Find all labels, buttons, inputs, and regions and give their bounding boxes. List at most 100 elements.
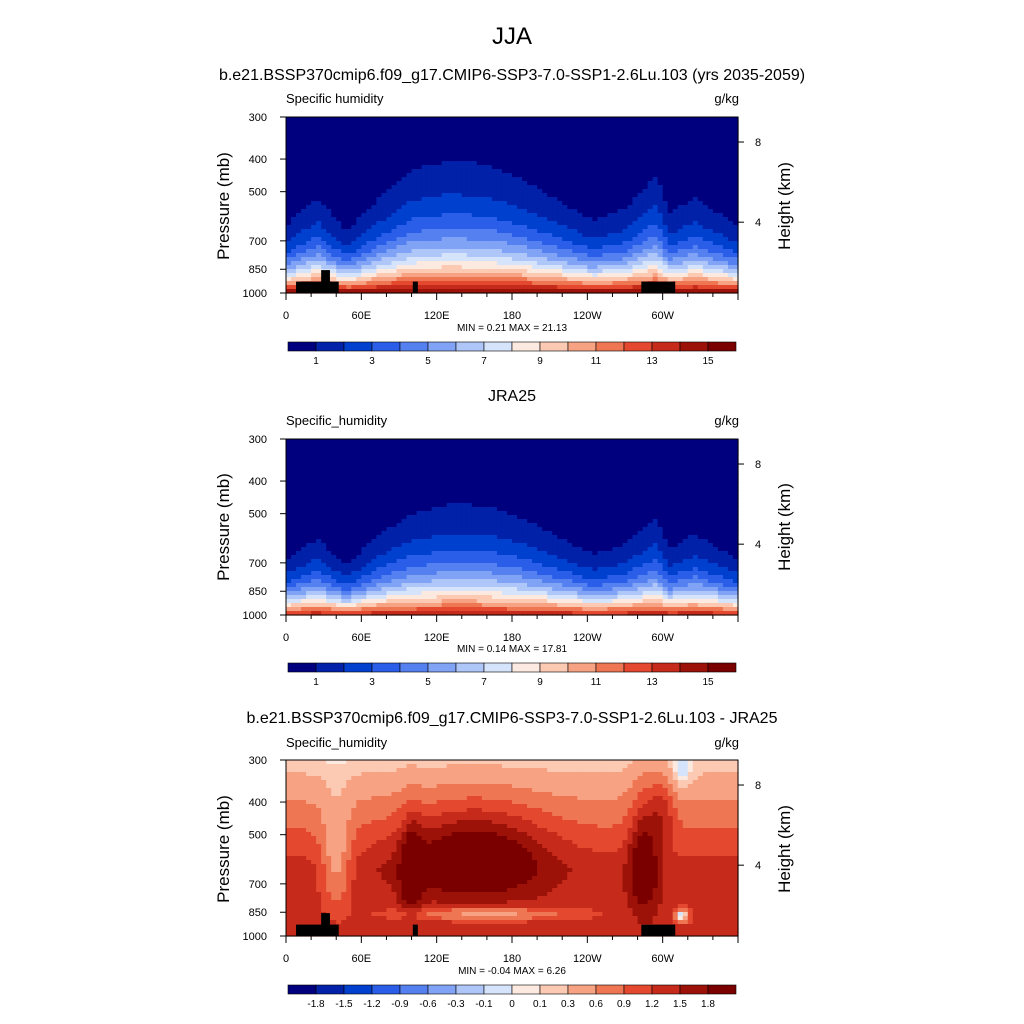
heat-cell xyxy=(662,269,669,274)
heat-cell xyxy=(572,261,578,266)
heat-cell xyxy=(371,467,377,472)
heat-cell xyxy=(306,153,312,158)
panel-1: JRA25 Specific_humidity g/kg 30040050070… xyxy=(214,388,794,688)
heat-cell xyxy=(496,221,503,226)
heat-cell xyxy=(476,157,483,162)
heat-cell xyxy=(391,137,398,142)
heat-cell xyxy=(582,443,588,448)
heat-cell xyxy=(707,471,714,476)
heat-cell xyxy=(456,261,463,266)
heat-cell xyxy=(552,121,558,126)
heat-cell xyxy=(527,181,533,186)
heat-cell xyxy=(371,153,377,158)
heat-cell xyxy=(717,475,724,480)
heat-cell xyxy=(527,209,533,214)
heat-cell xyxy=(707,237,714,242)
heat-cell xyxy=(421,145,428,150)
heat-cell xyxy=(697,241,704,246)
heat-cell xyxy=(557,173,563,178)
heat-cell xyxy=(637,185,644,190)
heat-cell xyxy=(512,455,518,460)
heat-cell xyxy=(366,253,372,258)
heat-cell xyxy=(491,479,498,484)
heat-cell xyxy=(426,117,433,122)
heat-cell xyxy=(301,181,307,186)
heat-cell xyxy=(331,439,337,444)
heat-cell xyxy=(311,157,317,162)
heat-cell xyxy=(401,277,408,282)
heat-cell xyxy=(376,285,383,290)
heat-cell xyxy=(602,273,609,278)
heat-cell xyxy=(697,213,704,218)
heat-cell xyxy=(406,141,413,146)
heat-cell xyxy=(336,447,342,452)
heat-cell xyxy=(512,133,518,138)
heat-cell xyxy=(587,261,593,266)
heat-cell xyxy=(512,193,518,198)
heat-cell xyxy=(602,229,609,234)
heat-cell xyxy=(667,467,674,472)
heat-cell xyxy=(291,221,297,226)
heat-cell xyxy=(587,161,593,166)
heat-cell xyxy=(727,443,734,448)
heat-cell xyxy=(722,205,729,210)
heat-cell xyxy=(707,209,714,214)
heat-cell xyxy=(371,455,377,460)
heat-cell xyxy=(306,451,312,456)
heat-cell xyxy=(431,133,438,138)
heat-cell xyxy=(361,161,367,166)
heat-cell xyxy=(496,201,503,206)
heat-cell xyxy=(567,169,573,174)
heat-cell xyxy=(617,249,624,254)
heat-cell xyxy=(451,209,458,214)
heat-cell xyxy=(371,149,377,154)
heat-cell xyxy=(537,169,543,174)
heat-cell xyxy=(527,443,533,448)
heat-cell xyxy=(391,153,398,158)
heat-cell xyxy=(542,217,548,222)
heat-cell xyxy=(331,157,337,162)
heat-cell xyxy=(461,285,468,290)
heat-cell xyxy=(522,177,528,182)
heat-cell xyxy=(361,269,367,274)
heat-cell xyxy=(426,285,433,290)
heat-cell xyxy=(501,249,508,254)
heat-cell xyxy=(702,145,709,150)
heat-cell xyxy=(316,173,322,178)
heat-cell xyxy=(316,121,322,126)
heat-cell xyxy=(707,253,714,258)
heat-cell xyxy=(451,125,458,130)
heat-cell xyxy=(446,475,453,480)
heat-cell xyxy=(512,225,518,230)
heat-cell xyxy=(687,157,694,162)
heat-cell xyxy=(547,471,553,476)
heat-cell xyxy=(411,221,418,226)
heat-cell xyxy=(296,277,302,282)
heat-cell xyxy=(331,193,337,198)
heat-cell xyxy=(481,265,488,270)
heat-cell xyxy=(431,193,438,198)
heat-cell xyxy=(451,273,458,278)
heat-cell xyxy=(687,281,694,286)
heat-cell xyxy=(552,125,558,130)
heat-cell xyxy=(617,447,624,452)
heat-cell xyxy=(647,161,654,166)
heat-cell xyxy=(602,269,609,274)
heat-cell xyxy=(461,245,468,250)
heat-cell xyxy=(727,189,734,194)
heat-cell xyxy=(466,289,473,294)
heat-cell xyxy=(366,249,372,254)
heat-cell xyxy=(707,177,714,182)
heat-cell xyxy=(542,269,548,274)
heat-cell xyxy=(351,217,357,222)
heat-cell xyxy=(336,261,342,266)
heat-cell xyxy=(426,245,433,250)
heat-cell xyxy=(296,229,302,234)
heat-cell xyxy=(552,233,558,238)
heat-cell xyxy=(587,201,593,206)
heat-cell xyxy=(366,177,372,182)
heat-cell xyxy=(732,165,739,170)
heat-cell xyxy=(286,265,292,270)
heat-cell xyxy=(331,197,337,202)
heat-cell xyxy=(351,245,357,250)
